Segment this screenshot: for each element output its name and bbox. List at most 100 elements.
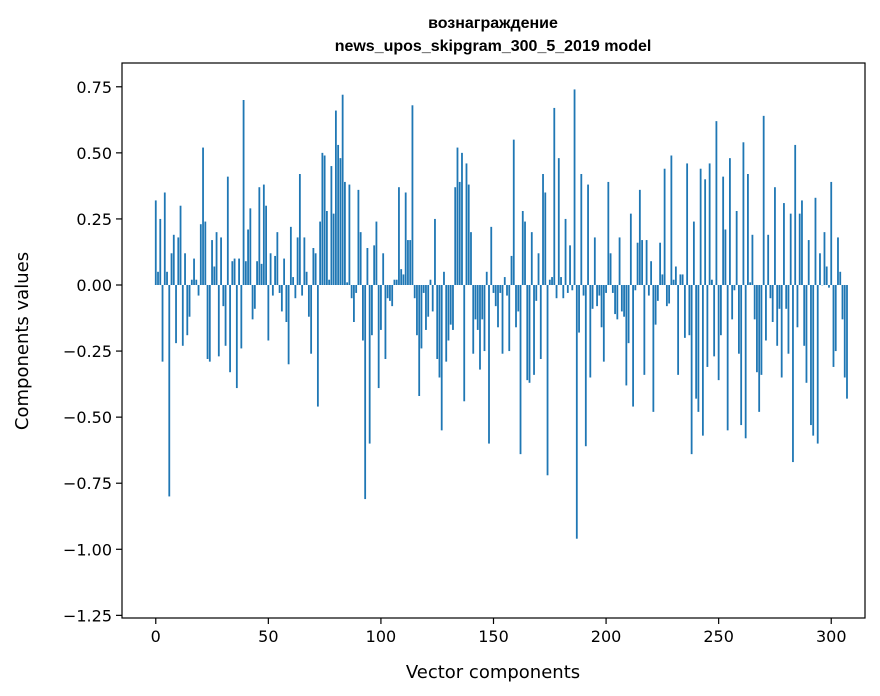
bar [461,152,463,285]
bar [429,279,432,285]
bar [654,285,657,325]
bar [481,285,484,320]
bar [357,189,360,285]
bar [526,285,529,381]
bar [168,285,171,497]
bar [384,285,387,359]
bar [353,285,355,322]
bar [267,285,270,341]
bar [334,110,337,285]
bar [780,285,783,378]
bar [677,285,680,375]
bar [663,168,666,285]
y-tick-label: −0.50 [63,408,112,427]
bar [686,163,689,285]
bar [226,176,229,285]
bar [492,285,495,293]
bar [301,285,304,296]
bar [382,253,385,285]
x-tick-label: 0 [151,627,161,646]
bar [636,242,639,285]
bar [190,279,193,285]
bar [544,192,547,285]
bar [413,285,416,299]
y-tick-label: −0.75 [63,474,112,493]
bar [470,232,472,285]
bar [181,285,184,346]
bar [175,285,177,344]
bar [474,285,477,320]
bar [463,285,466,402]
bar [296,237,299,285]
y-tick-label: −1.25 [63,606,112,625]
bar [393,279,396,285]
bar [560,277,562,285]
bar [510,255,513,285]
bar [488,285,490,444]
bar [253,285,256,309]
bar [166,271,168,285]
x-tick-label: 50 [258,627,278,646]
bar [715,121,718,285]
bar [344,181,346,285]
bar [724,229,727,285]
bar [823,232,826,285]
bar [758,285,761,412]
bar [186,285,189,336]
bar [177,237,180,285]
bar [258,187,261,285]
x-tick-label: 250 [703,627,734,646]
bar [242,100,245,285]
bar [738,285,740,354]
bar [652,285,655,412]
x-tick-label: 200 [591,627,622,646]
bar [332,213,335,285]
bar [391,285,394,307]
bar [278,285,281,293]
x-axis-ticks: 0 50 100 150 200 250 300 [151,618,847,646]
bar [501,285,504,354]
bar [456,147,459,285]
y-axis-ticks: 0.75 0.50 0.25 0.00 −0.25 −0.50 −0.75 −1.00 −1.2… [63,78,122,625]
bar [163,192,166,285]
bar [364,285,367,500]
bar [233,258,236,285]
bar [589,285,592,378]
bar [479,285,481,370]
bar [274,255,276,285]
bar [197,285,200,296]
bar [204,221,207,285]
bar [289,226,292,285]
bar [512,139,515,285]
bar [154,200,157,285]
bar [305,271,308,285]
bar [420,285,423,349]
bar [611,285,614,293]
bar [641,240,643,285]
bar [767,234,770,285]
bar [211,240,213,285]
bar [760,285,763,375]
bar [157,271,159,285]
bar [494,285,497,307]
bar [839,271,842,285]
bar [519,285,522,455]
bar [465,163,468,285]
bar [659,242,662,285]
bar [843,285,846,378]
bar [810,285,812,426]
bar [769,285,772,299]
bar [623,285,625,317]
bar [803,285,806,346]
chart-title-line-1: вознаграждение [428,15,558,32]
bar [756,285,758,373]
bar [805,285,808,383]
bar [400,269,403,285]
bar [569,245,571,285]
bar [497,285,499,328]
bar [287,285,290,365]
bar [792,285,794,463]
bar [483,285,486,352]
bar [807,240,810,285]
bar [699,168,702,285]
